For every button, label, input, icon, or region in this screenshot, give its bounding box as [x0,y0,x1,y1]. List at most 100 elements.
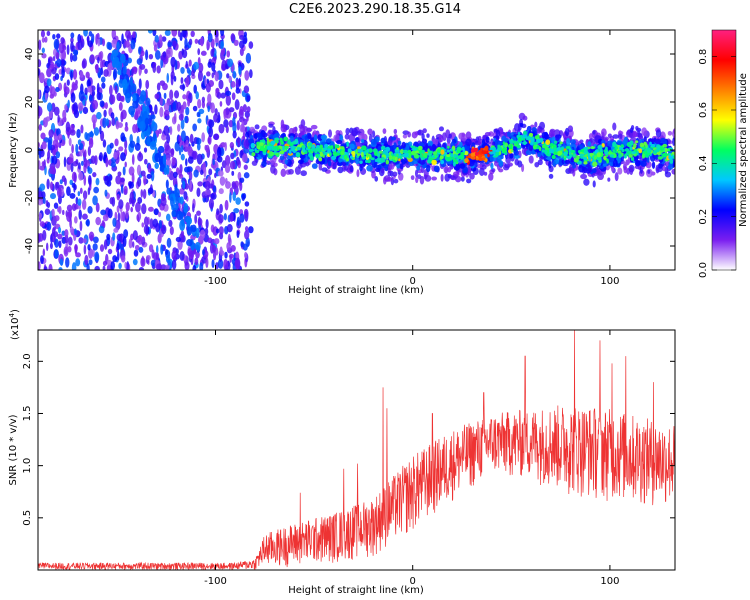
noise-blob [112,217,117,228]
noise-blob [74,216,78,224]
ridge-core-blob [367,159,371,164]
ridge-mid-blob [640,160,647,167]
ridge-core-blob [553,151,558,156]
noise-blob [212,133,219,140]
noise-blob [115,175,122,185]
ridge-halo-blob [460,176,465,182]
ridge-core-blob [296,146,301,151]
noise-blob [238,77,242,87]
ridge-mid-blob [564,159,571,164]
noise-blob [83,30,88,37]
ridge-core-blob [288,149,292,155]
noise-blob [128,31,131,39]
ridge-mid-blob [366,165,373,172]
noise-blob [38,199,43,206]
ridge-core-blob [624,153,627,157]
noise-blob [66,79,70,86]
ridge-halo-blob [452,171,460,177]
noise-blob [38,232,41,244]
ridge-core-blob [361,151,364,158]
noise-blob [229,141,235,149]
streak-blob [117,69,123,76]
noise-blob [63,86,70,95]
ridge-halo-blob [629,127,634,133]
ridge-halo-blob [344,133,350,140]
noise-blob [104,102,108,110]
ridge-halo-blob [328,129,333,138]
noise-blob [118,95,125,102]
noise-blob [71,81,76,91]
ridge-mid-blob [509,152,514,159]
noise-blob [64,229,69,238]
noise-blob [131,154,135,165]
ridge-mid-blob [658,163,663,169]
ridge-mid-blob [327,160,332,167]
noise-blob [58,205,62,215]
ridge-core-blob [544,145,549,151]
noise-blob [69,129,76,136]
ridge-mid-blob [421,138,428,144]
noise-blob [237,159,241,166]
ridge-halo-blob [467,166,472,176]
ridge-core-blob [480,147,484,151]
noise-blob [241,153,248,163]
ridge-mid-blob [465,138,472,147]
noise-blob [147,30,153,34]
noise-blob [236,120,240,131]
ridge-core-blob [382,149,389,155]
ridge-core-blob [385,159,390,165]
ridge-core-blob [650,143,656,148]
noise-blob [61,67,65,79]
noise-blob [166,72,170,83]
noise-blob [87,244,91,251]
ridge-halo-blob [635,126,639,131]
ridge-core-blob [579,153,585,157]
noise-blob [240,241,244,248]
ridge-halo-blob [629,166,634,175]
ridge-core-blob [370,157,375,161]
noise-blob [180,153,185,161]
ridge-mid-blob [459,163,466,169]
noise-blob [131,172,135,184]
noise-blob [52,55,56,62]
noise-blob [196,137,200,145]
noise-blob [64,104,68,111]
ridge-core-blob [260,145,265,151]
noise-blob [54,73,60,81]
ridge-core-blob [530,137,534,143]
ridge-core-blob [365,159,369,164]
ridge-halo-blob [614,172,619,182]
noise-blob [139,64,146,70]
streak-blob [190,224,197,233]
noise-blob [180,67,185,74]
noise-blob [217,111,221,121]
snr-multiplier-prefix: (x10 [10,317,21,340]
ridge-mid-blob [403,158,408,164]
ridge-halo-blob [623,161,629,167]
colorbar-tick-label: 0.2 [698,209,709,225]
ridge-halo-blob [534,161,540,168]
noise-blob [52,231,59,238]
ridge-core-blob [274,152,280,156]
noise-blob [120,109,127,120]
noise-blob [246,106,251,113]
noise-blob [61,58,65,66]
noise-blob [224,154,231,166]
noise-blob [173,112,177,124]
noise-blob [95,216,102,226]
ridge-core-blob [394,156,398,162]
noise-blob [118,199,124,210]
ridge-halo-blob [617,167,623,175]
noise-blob [69,217,72,229]
noise-blob [127,57,133,64]
ridge-core-blob [282,145,285,151]
ridge-halo-blob [442,132,447,141]
noise-blob [91,248,95,257]
noise-blob [43,266,48,270]
ridge-halo-blob [393,178,399,184]
noise-blob [225,90,232,96]
noise-blob [102,117,107,129]
noise-blob [95,33,98,45]
ridge-mid-blob [349,143,355,150]
